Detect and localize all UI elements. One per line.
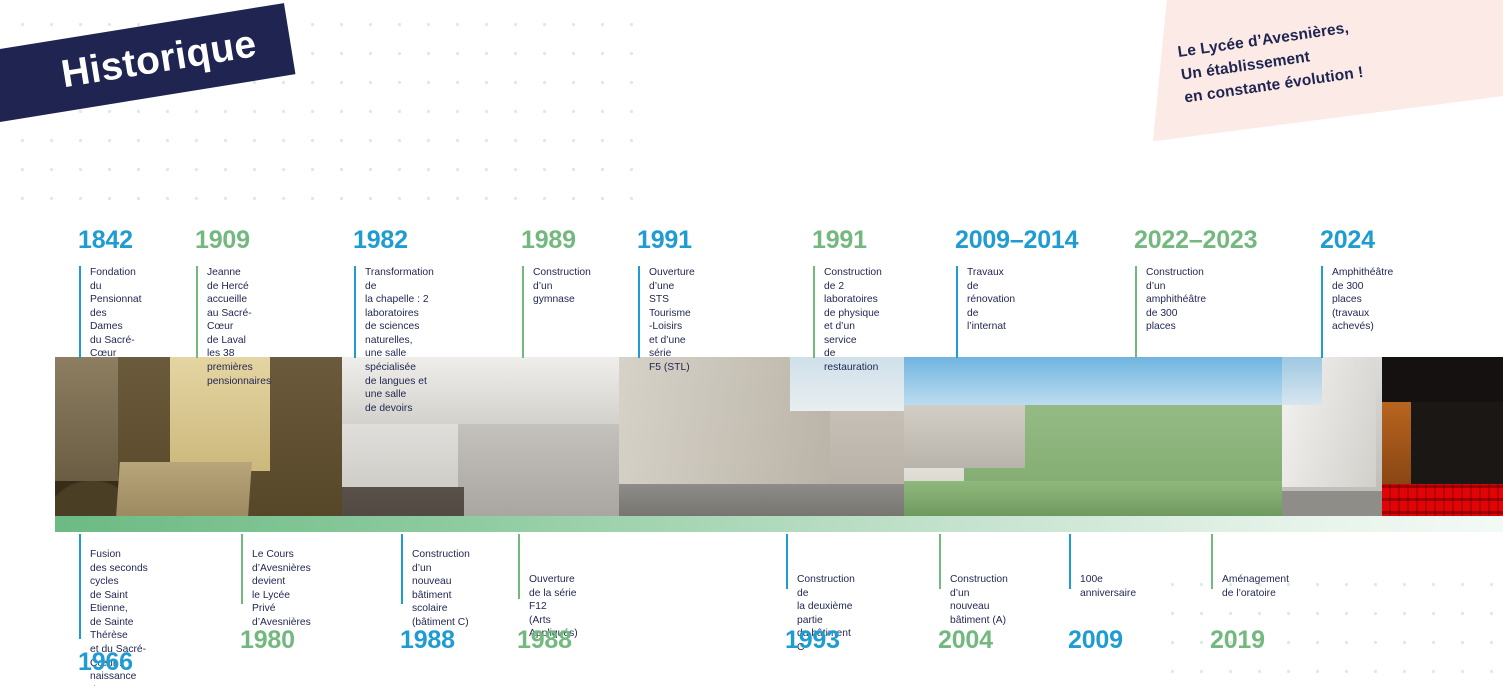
photo-stone-facade-building (619, 357, 904, 516)
event-description: Fusion des seconds cycles de Saint Etien… (90, 549, 148, 686)
event-description: Construction d’un nouveau bâtiment (A) (950, 574, 1008, 626)
event-connector-line (79, 534, 81, 639)
event-connector-line (1321, 266, 1323, 358)
event-year: 2024 (1320, 226, 1375, 254)
event-connector-line (786, 534, 788, 589)
photo-campus-courtyard-trees (904, 357, 1282, 516)
event-description: Travaux de rénovation de l’internat (967, 267, 1016, 333)
photo-white-building-street (1282, 357, 1382, 516)
dot-pattern-bottom-right (1150, 560, 1503, 686)
event-description: Le Cours d’Avesnières devient le Lycée P… (252, 549, 311, 628)
timeline-axis-bar (55, 516, 1503, 532)
event-year: 1988 (517, 626, 572, 654)
event-year: 1989 (521, 226, 576, 254)
event-description: Construction de la deuxième partie du bâ… (797, 574, 855, 653)
event-year: 1991 (637, 226, 692, 254)
event-description: Jeanne de Hercé accueille au Sacré-Cœur … (207, 267, 272, 387)
event-connector-line (1135, 266, 1137, 358)
event-connector-line (638, 266, 640, 358)
event-year: 1991 (812, 226, 867, 254)
event-description: Construction d’un amphithéâtre de 300 pl… (1146, 267, 1207, 333)
event-year: 2009 (1068, 626, 1123, 654)
event-year: 1982 (353, 226, 408, 254)
event-description: Amphithéâtre de 300 places (travaux ache… (1332, 267, 1394, 333)
photo-amphitheatre-red-seats (1382, 357, 1503, 516)
event-connector-line (401, 534, 403, 604)
event-year: 1842 (78, 226, 133, 254)
event-description: 100e anniversaire (1080, 574, 1137, 599)
event-description: Construction d’un gymnase (533, 267, 591, 306)
event-description: Construction de 2 laboratoires de physiq… (824, 267, 882, 374)
event-connector-line (518, 534, 520, 599)
event-connector-line (939, 534, 941, 589)
event-year: 1980 (240, 626, 295, 654)
event-year: 2009–2014 (955, 226, 1079, 254)
event-connector-line (1069, 534, 1071, 589)
event-connector-line (956, 266, 958, 358)
historique-ribbon: Historique (0, 3, 296, 128)
event-description: Aménagement de l’oratoire (1222, 574, 1289, 599)
event-connector-line (522, 266, 524, 358)
photo-strip (55, 357, 1503, 516)
event-connector-line (79, 266, 81, 358)
event-description: Fondation du Pensionnat des Dames du Sac… (90, 267, 142, 360)
event-description: Construction d’un nouveau bâtiment scola… (412, 549, 470, 628)
event-connector-line (1211, 534, 1213, 589)
event-year: 1988 (400, 626, 455, 654)
event-description: Transformation de la chapelle : 2 labora… (365, 267, 434, 414)
event-year: 2019 (1210, 626, 1265, 654)
photo-old-school-building (342, 357, 619, 516)
event-year: 1909 (195, 226, 250, 254)
page-title: Historique (58, 22, 260, 97)
event-year: 2004 (938, 626, 993, 654)
event-year: 2022–2023 (1134, 226, 1258, 254)
event-connector-line (813, 266, 815, 358)
event-description: Ouverture de la série F12 (Arts Appliqué… (529, 574, 578, 640)
event-year: 1993 (785, 626, 840, 654)
event-connector-line (354, 266, 356, 358)
event-connector-line (241, 534, 243, 604)
event-year: 1966 (78, 648, 133, 676)
event-connector-line (196, 266, 198, 358)
event-description: Ouverture d’une STS Tourisme -Loisirs et… (649, 267, 695, 374)
photo-historic-park-path (55, 357, 342, 516)
